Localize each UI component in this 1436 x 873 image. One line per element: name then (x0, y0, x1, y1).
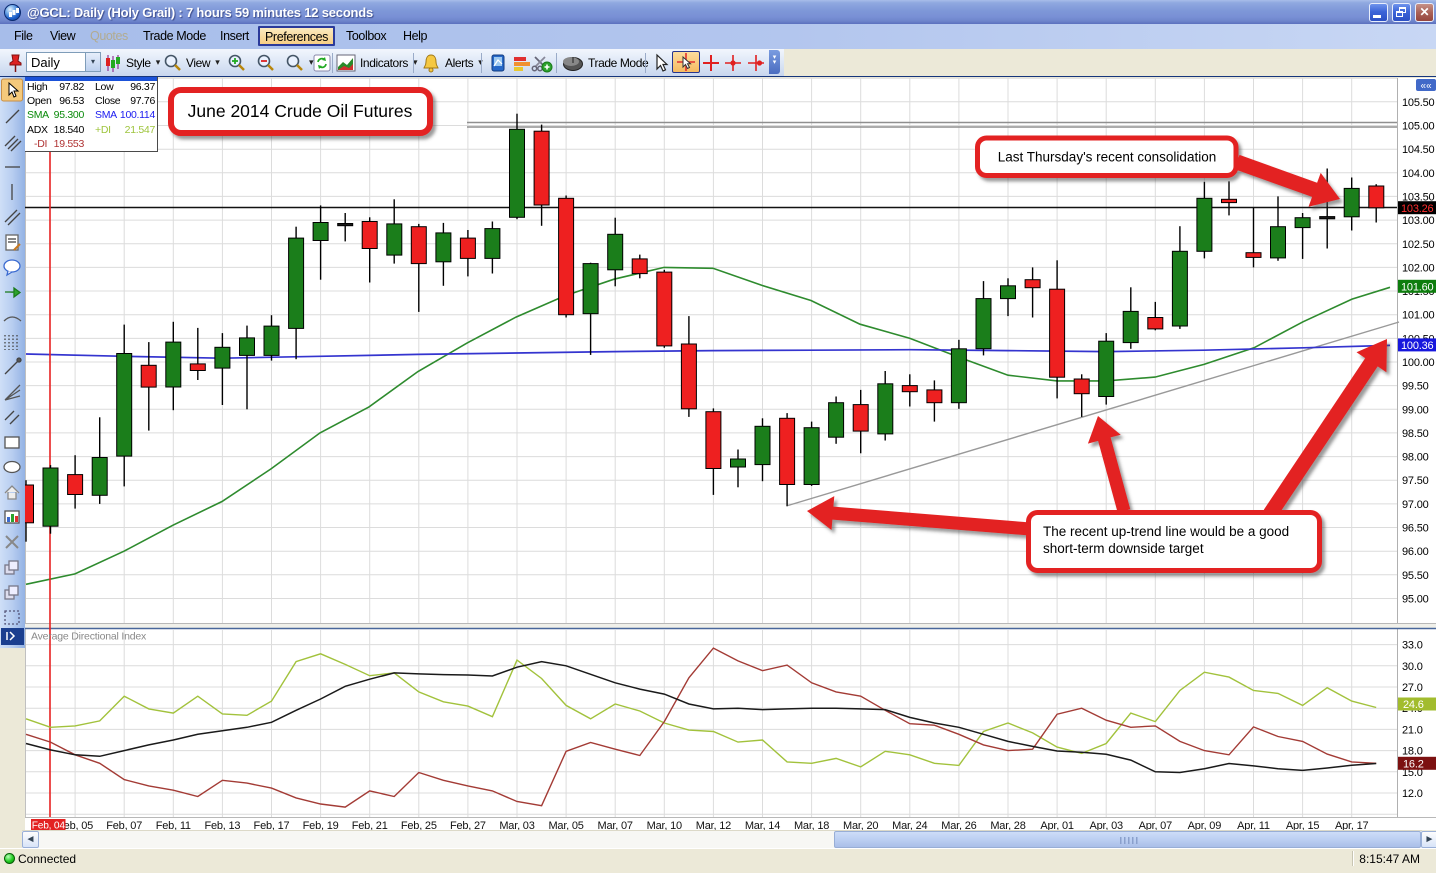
svg-text:Last Thursday's recent consoli: Last Thursday's recent consolidation (998, 150, 1216, 165)
svg-text:100.36: 100.36 (1401, 340, 1434, 352)
svg-text:97.50: 97.50 (1402, 475, 1429, 487)
svg-text:95.00: 95.00 (1402, 594, 1429, 606)
svg-text:Mar, 28: Mar, 28 (990, 820, 1025, 832)
svg-text:Apr, 07: Apr, 07 (1139, 820, 1173, 832)
svg-text:99.00: 99.00 (1402, 404, 1429, 416)
svg-text:103.00: 103.00 (1402, 215, 1435, 227)
svg-text:Mar, 20: Mar, 20 (843, 820, 878, 832)
svg-text:Mar, 10: Mar, 10 (647, 820, 682, 832)
svg-text:95.50: 95.50 (1402, 570, 1429, 582)
svg-text:16.2: 16.2 (1403, 759, 1424, 771)
svg-text:100.00: 100.00 (1402, 357, 1435, 369)
svg-text:short-term downside target: short-term downside target (1043, 541, 1204, 556)
svg-text:June 2014 Crude Oil Futures: June 2014 Crude Oil Futures (188, 101, 413, 121)
svg-text:103.26: 103.26 (1401, 203, 1434, 215)
svg-text:101.60: 101.60 (1401, 282, 1434, 294)
svg-text:Feb, 27: Feb, 27 (450, 820, 486, 832)
svg-text:104.00: 104.00 (1402, 168, 1435, 180)
svg-text:103.50: 103.50 (1402, 191, 1435, 203)
svg-text:Mar, 18: Mar, 18 (794, 820, 829, 832)
svg-text:««: «« (1420, 81, 1432, 92)
svg-text:Mar, 07: Mar, 07 (598, 820, 633, 832)
svg-text:Mar, 12: Mar, 12 (696, 820, 731, 832)
svg-text:Feb, 19: Feb, 19 (303, 820, 339, 832)
svg-text:97.82: 97.82 (59, 81, 84, 93)
svg-text:Low: Low (95, 81, 114, 93)
svg-text:Feb, 11: Feb, 11 (156, 820, 191, 832)
svg-text:Average Directional Index: Average Directional Index (31, 631, 147, 643)
svg-text:97.00: 97.00 (1402, 499, 1429, 511)
svg-text:+DI: +DI (95, 124, 111, 136)
svg-text:105.00: 105.00 (1402, 121, 1435, 133)
svg-text:Apr, 15: Apr, 15 (1286, 820, 1320, 832)
svg-text:Feb, 17: Feb, 17 (254, 820, 290, 832)
svg-text:Mar, 14: Mar, 14 (745, 820, 780, 832)
svg-text:95.300: 95.300 (54, 109, 85, 121)
svg-text:Mar, 24: Mar, 24 (892, 820, 927, 832)
svg-text:19.553: 19.553 (54, 138, 85, 150)
svg-text:21.0: 21.0 (1402, 724, 1423, 736)
svg-text:98.00: 98.00 (1402, 452, 1429, 464)
svg-text:97.76: 97.76 (130, 95, 155, 107)
svg-text:18.540: 18.540 (54, 124, 85, 136)
svg-text:Open: Open (27, 95, 52, 107)
svg-text:96.37: 96.37 (130, 81, 155, 93)
svg-text:SMA: SMA (27, 109, 49, 121)
svg-text:18.0: 18.0 (1402, 746, 1423, 758)
svg-text:Apr, 11: Apr, 11 (1237, 820, 1270, 832)
svg-text:Feb, 21: Feb, 21 (352, 820, 388, 832)
svg-text:96.50: 96.50 (1402, 523, 1429, 535)
svg-text:High: High (27, 81, 48, 93)
svg-text:Feb, 25: Feb, 25 (401, 820, 437, 832)
svg-text:105.50: 105.50 (1402, 97, 1435, 109)
svg-text:Apr, 09: Apr, 09 (1188, 820, 1222, 832)
svg-text:SMA: SMA (95, 109, 117, 121)
svg-text:98.50: 98.50 (1402, 428, 1429, 440)
svg-text:Feb, 07: Feb, 07 (106, 820, 142, 832)
svg-text:ADX: ADX (27, 124, 48, 136)
svg-text:30.0: 30.0 (1402, 661, 1423, 673)
svg-text:104.50: 104.50 (1402, 144, 1435, 156)
svg-text:99.50: 99.50 (1402, 381, 1429, 393)
svg-text:101.00: 101.00 (1402, 310, 1435, 322)
svg-text:Apr, 01: Apr, 01 (1040, 820, 1074, 832)
svg-text:96.53: 96.53 (59, 95, 84, 107)
svg-text:Feb, 04: Feb, 04 (32, 821, 66, 832)
svg-text:Mar, 05: Mar, 05 (548, 820, 583, 832)
svg-text:24.6: 24.6 (1403, 699, 1424, 711)
svg-text:Apr, 03: Apr, 03 (1089, 820, 1123, 832)
svg-text:The recent up-trend line would: The recent up-trend line would be a good (1043, 524, 1289, 539)
svg-text:Apr, 17: Apr, 17 (1335, 820, 1369, 832)
svg-text:27.0: 27.0 (1402, 682, 1423, 694)
svg-text:100.114: 100.114 (120, 109, 156, 121)
svg-text:102.50: 102.50 (1402, 239, 1435, 251)
svg-text:Mar, 26: Mar, 26 (941, 820, 976, 832)
svg-text:12.0: 12.0 (1402, 788, 1423, 800)
svg-text:21.547: 21.547 (125, 124, 156, 136)
svg-text:-DI: -DI (34, 138, 47, 150)
svg-text:33.0: 33.0 (1402, 640, 1423, 652)
svg-text:102.00: 102.00 (1402, 262, 1435, 274)
svg-text:Mar, 03: Mar, 03 (499, 820, 534, 832)
svg-text:Feb, 13: Feb, 13 (204, 820, 240, 832)
svg-text:Feb, 05: Feb, 05 (57, 820, 93, 832)
svg-text:96.00: 96.00 (1402, 546, 1429, 558)
svg-text:Close: Close (95, 95, 121, 107)
